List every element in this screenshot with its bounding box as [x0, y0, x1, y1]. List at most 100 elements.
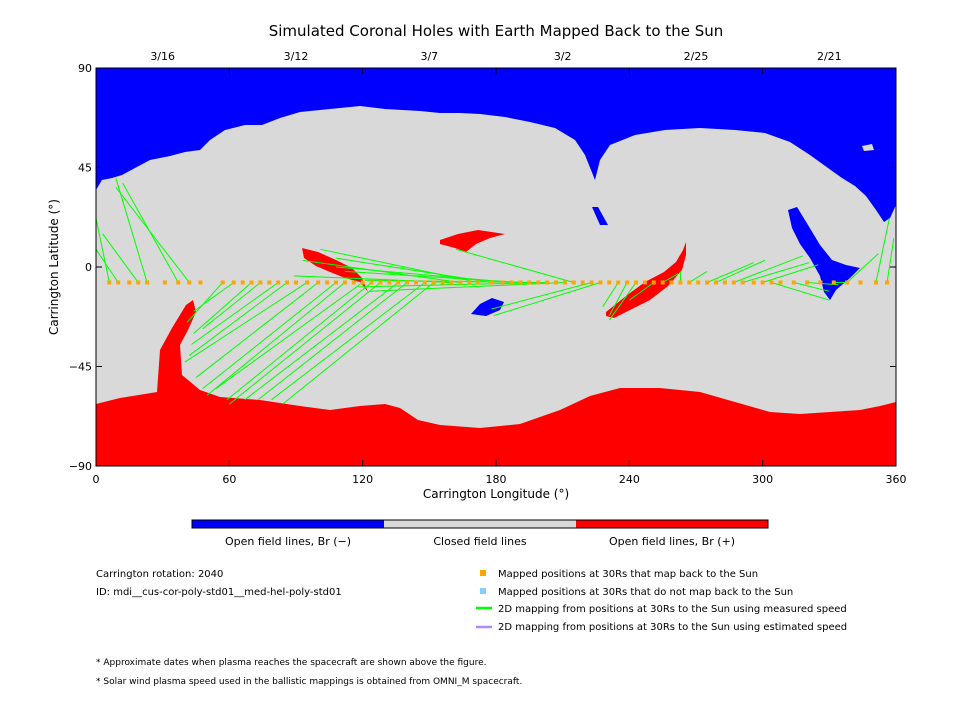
mapped-position-point	[660, 280, 665, 285]
latitude-axis: 90 45 0 −45 −90	[69, 62, 896, 473]
mapping-line	[215, 282, 363, 390]
mapping-line	[96, 218, 110, 283]
mapped-position-point	[467, 280, 472, 285]
mapping-line	[369, 281, 565, 292]
mapped-position-point	[187, 280, 192, 285]
mapping-line	[662, 273, 679, 283]
mapping-line	[455, 248, 574, 283]
mapped-position-point	[360, 280, 365, 285]
mapping-line	[771, 281, 830, 301]
mapping-line	[271, 282, 426, 401]
mapped-position-point	[731, 280, 736, 285]
mapping-line	[602, 282, 619, 308]
mapped-position-point	[116, 280, 121, 285]
mapped-position-point	[249, 280, 254, 285]
colorbar-label-negative: Open field lines, Br (−)	[225, 535, 351, 548]
legend-marker-mapped	[480, 570, 486, 576]
mapped-position-point	[778, 280, 783, 285]
mapping-line	[689, 270, 708, 283]
mapped-position-point	[722, 280, 727, 285]
mapped-position-point	[751, 280, 756, 285]
mapped-position-point	[687, 280, 692, 285]
mapped-position-point	[305, 280, 310, 285]
mapped-position-point	[509, 280, 514, 285]
mapped-position-point	[625, 280, 630, 285]
mapping-line	[846, 253, 879, 283]
mapped-position-point	[651, 280, 656, 285]
mapped-position-point	[258, 280, 263, 285]
mapped-position-point	[740, 280, 745, 285]
mapping-line	[762, 264, 819, 283]
mapped-position-point	[334, 280, 338, 285]
x-tick-label: 240	[619, 473, 640, 486]
mapping-line	[491, 281, 592, 310]
mapping-line	[193, 282, 235, 312]
map-plot-area	[96, 68, 896, 466]
mapped-position-point	[198, 280, 203, 285]
mapped-position-point	[476, 280, 481, 285]
mapping-line	[202, 282, 261, 330]
legend-label-measured: 2D mapping from positions at 30Rs to the…	[498, 604, 847, 615]
mapped-position-point	[545, 280, 550, 285]
mapped-position-point	[127, 280, 132, 285]
small-closed-island	[862, 144, 874, 151]
date-axis: 3/16 3/12 3/7 3/2 2/25 2/21	[150, 50, 841, 63]
mapped-position-point	[145, 280, 150, 285]
mapping-line	[608, 282, 637, 321]
colorbar-label-positive: Open field lines, Br (+)	[609, 535, 735, 548]
mapped-position-point	[616, 280, 621, 285]
mapping-line	[629, 282, 655, 301]
mapped-position-point	[458, 280, 463, 285]
y-axis-label: Carrington Latitude (°)	[47, 199, 61, 335]
date-tick-label: 3/16	[150, 50, 175, 63]
mapped-position-point	[351, 280, 356, 285]
mapped-position-point	[136, 280, 141, 285]
date-tick-label: 2/21	[817, 50, 842, 63]
mapped-position-point	[422, 280, 427, 285]
mapped-position-point	[518, 280, 523, 285]
y-tick-label: −90	[69, 460, 92, 473]
mapped-position-point	[231, 280, 236, 285]
equatorial-positive-hole-c	[606, 242, 686, 318]
footnote-dates: * Approximate dates when plasma reaches …	[96, 658, 487, 668]
legend-label-estimated: 2D mapping from positions at 30Rs to the…	[498, 622, 847, 633]
mapped-position-point	[387, 280, 392, 285]
mapping-line	[706, 262, 754, 283]
mapped-position-point	[858, 280, 863, 285]
y-tick-label: 0	[85, 261, 92, 274]
mapped-position-point	[669, 280, 674, 285]
colorbar-label-closed: Closed field lines	[433, 535, 527, 548]
mapping-line	[193, 282, 252, 334]
mapped-position-point	[369, 280, 374, 285]
y-tick-label: 45	[78, 162, 92, 175]
mapping-line	[96, 249, 119, 283]
mapped-position-point	[162, 280, 167, 285]
longitude-axis: 0 60 120 180 240 300 360	[93, 68, 907, 486]
equatorial-positive-hole-b	[440, 230, 505, 252]
mapping-line	[608, 282, 628, 316]
mapped-position-point	[342, 280, 347, 285]
mapped-position-point	[714, 280, 718, 285]
mapping-line	[186, 282, 224, 323]
mapping-line	[282, 282, 435, 405]
mapped-position-point	[276, 280, 281, 285]
x-tick-label: 0	[93, 473, 100, 486]
mapping-line	[733, 255, 803, 283]
mapping-line	[229, 282, 381, 405]
mapping-line	[886, 238, 895, 283]
mapped-position-point	[678, 280, 683, 285]
mapped-position-point	[414, 280, 418, 285]
mapped-position-point	[325, 280, 330, 285]
mapping-line	[202, 282, 337, 390]
mapping-line	[206, 282, 346, 396]
mapped-position-point	[831, 280, 836, 285]
mapped-position-point	[642, 280, 647, 285]
mapped-position-point	[554, 280, 558, 285]
mapped-position-point	[696, 280, 701, 285]
legend-marker-unmapped	[480, 588, 486, 594]
mapped-position-point	[705, 280, 710, 285]
equatorial-negative-hole-a	[471, 298, 504, 316]
colorbar-positive	[576, 520, 768, 528]
mapping-line	[115, 187, 190, 283]
mapped-position-point	[874, 280, 878, 285]
